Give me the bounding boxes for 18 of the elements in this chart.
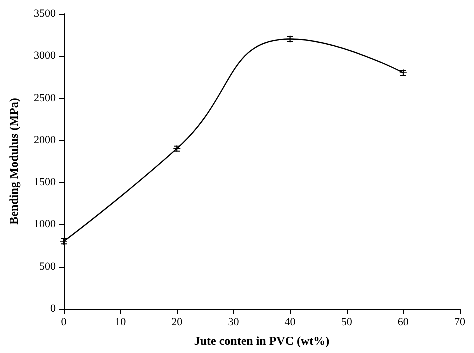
x-tick-label: 70 — [454, 316, 466, 328]
y-tick-label: 3500 — [34, 8, 56, 20]
x-tick-label: 50 — [341, 316, 353, 328]
y-tick-label: 2000 — [34, 134, 56, 146]
y-tick-label: 3000 — [34, 50, 56, 62]
y-tick-label: 0 — [50, 303, 56, 315]
y-axis-title: Bending Modulus (MPa) — [7, 98, 21, 225]
x-tick-label: 0 — [61, 316, 68, 328]
x-tick-label: 20 — [172, 316, 184, 328]
y-tick-label: 1500 — [34, 176, 56, 189]
x-tick-label: 60 — [398, 316, 410, 328]
x-axis-title: Jute conten in PVC (wt%) — [194, 334, 330, 348]
y-tick-label: 1000 — [34, 218, 56, 231]
x-tick-label: 10 — [115, 316, 127, 328]
y-tick-label: 500 — [40, 260, 56, 273]
y-tick-label: 2500 — [34, 92, 56, 104]
x-tick-label: 40 — [284, 316, 296, 328]
x-tick-label: 30 — [228, 316, 240, 328]
